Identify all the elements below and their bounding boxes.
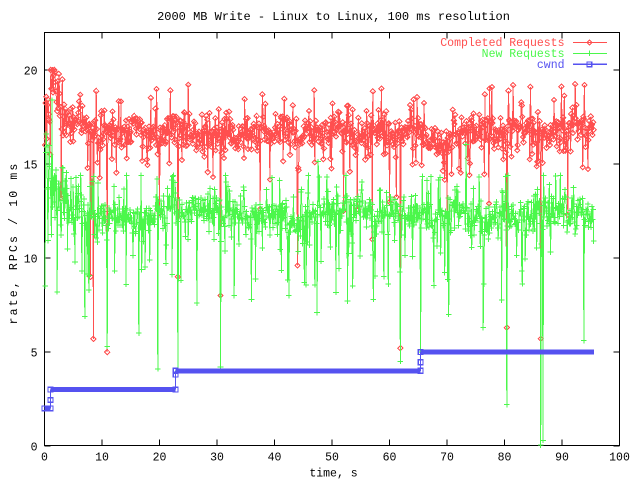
svg-text:30: 30 [210,452,224,465]
svg-text:60: 60 [383,452,397,465]
svg-text:2000 MB Write - Linux to Linux: 2000 MB Write - Linux to Linux, 100 ms r… [157,10,510,24]
svg-text:0: 0 [41,452,48,465]
svg-text:40: 40 [268,452,282,465]
svg-text:80: 80 [498,452,512,465]
svg-text:90: 90 [555,452,569,465]
svg-text:10: 10 [24,253,38,266]
svg-text:70: 70 [440,452,454,465]
svg-text:5: 5 [31,347,38,360]
svg-text:15: 15 [24,159,38,172]
svg-text:0: 0 [31,441,38,454]
svg-text:rate, RPCs / 10 ms: rate, RPCs / 10 ms [8,162,21,325]
svg-text:10: 10 [95,452,109,465]
svg-text:20: 20 [153,452,167,465]
svg-text:time, s: time, s [309,468,357,480]
svg-text:New Requests: New Requests [482,48,565,61]
svg-text:Completed Requests: Completed Requests [440,37,564,50]
svg-text:100: 100 [609,452,630,465]
svg-text:50: 50 [325,452,339,465]
svg-text:20: 20 [24,65,38,78]
svg-text:cwnd: cwnd [537,59,565,72]
